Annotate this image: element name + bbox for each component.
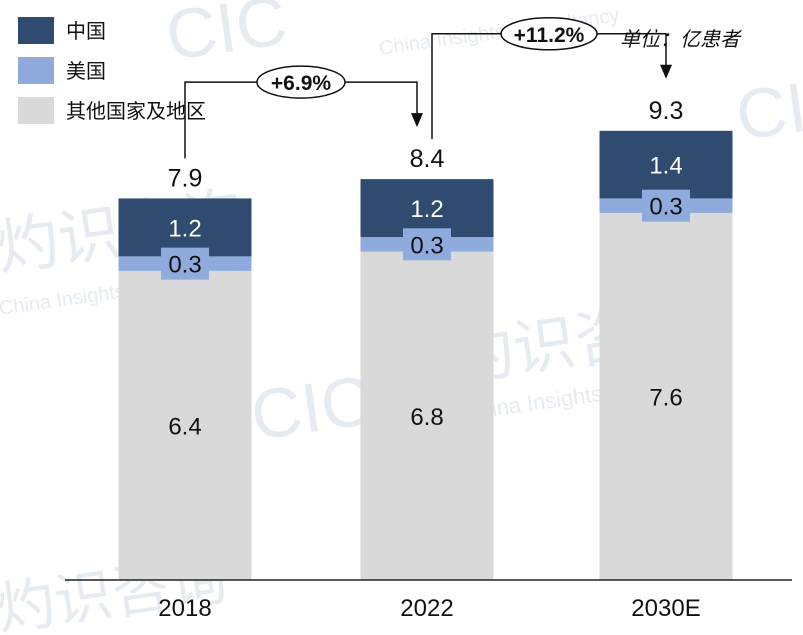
data-label-box (642, 189, 690, 222)
legend-swatch (18, 57, 54, 84)
total-label: 7.9 (168, 164, 203, 192)
data-label: 1.4 (649, 153, 682, 180)
x-axis-ticks: 2018 2022 2030E (158, 595, 700, 622)
x-tick-label: 2018 (158, 595, 211, 622)
total-label: 9.3 (649, 97, 684, 125)
x-tick-label: 2022 (400, 595, 453, 622)
legend-label: 其他国家及地区 (66, 99, 206, 123)
data-label: 7.6 (649, 384, 682, 411)
growth-annotation: +11.2% (431, 17, 672, 140)
bar-group-2018: 6.4 0.3 1.2 7.9 (118, 164, 252, 580)
growth-arrowhead (411, 113, 423, 128)
bar-group-2030E: 7.6 0.3 1.4 9.3 (599, 97, 733, 581)
bar-group-2022: 6.8 0.3 1.2 8.4 (360, 145, 494, 580)
legend-label: 中国 (66, 19, 106, 43)
bar-segment (599, 212, 733, 581)
growth-arrowhead (660, 64, 672, 79)
legend-swatch (18, 17, 54, 44)
legend-swatch (18, 97, 54, 124)
data-label-box (161, 247, 209, 280)
bar-segment (360, 251, 494, 580)
data-label: 6.4 (168, 413, 201, 440)
growth-annotations: +6.9% +11.2% (184, 17, 672, 159)
growth-badge (500, 17, 598, 51)
bar-segment (599, 130, 733, 199)
data-label: 1.2 (410, 196, 443, 223)
watermark-brand-2: CIC (246, 361, 376, 455)
bar-segment (360, 179, 494, 238)
data-label: 6.8 (410, 404, 443, 431)
unit-label: 单位：亿患者 (620, 27, 742, 51)
legend-label: 美国 (66, 59, 106, 83)
data-label: 1.2 (168, 215, 201, 242)
data-label-box (403, 228, 451, 261)
growth-badge (256, 65, 346, 99)
data-label: 0.3 (649, 194, 682, 221)
bar-segment (118, 270, 252, 580)
bar-segment (118, 198, 252, 257)
watermark-brand: CIC (161, 0, 291, 75)
watermark-brand-3: CIC (731, 61, 803, 155)
bars: 6.4 0.3 1.2 7.9 6.8 0.3 1.2 8.4 7.6 0.3 1.4 9.3 (118, 97, 733, 581)
data-label: 0.3 (168, 252, 201, 279)
growth-label: +6.9% (271, 72, 331, 95)
growth-annotation: +6.9% (184, 65, 423, 159)
growth-label: +11.2% (514, 24, 585, 47)
total-label: 8.4 (410, 145, 445, 173)
x-tick-label: 2030E (631, 595, 700, 622)
data-label: 0.3 (410, 232, 443, 259)
